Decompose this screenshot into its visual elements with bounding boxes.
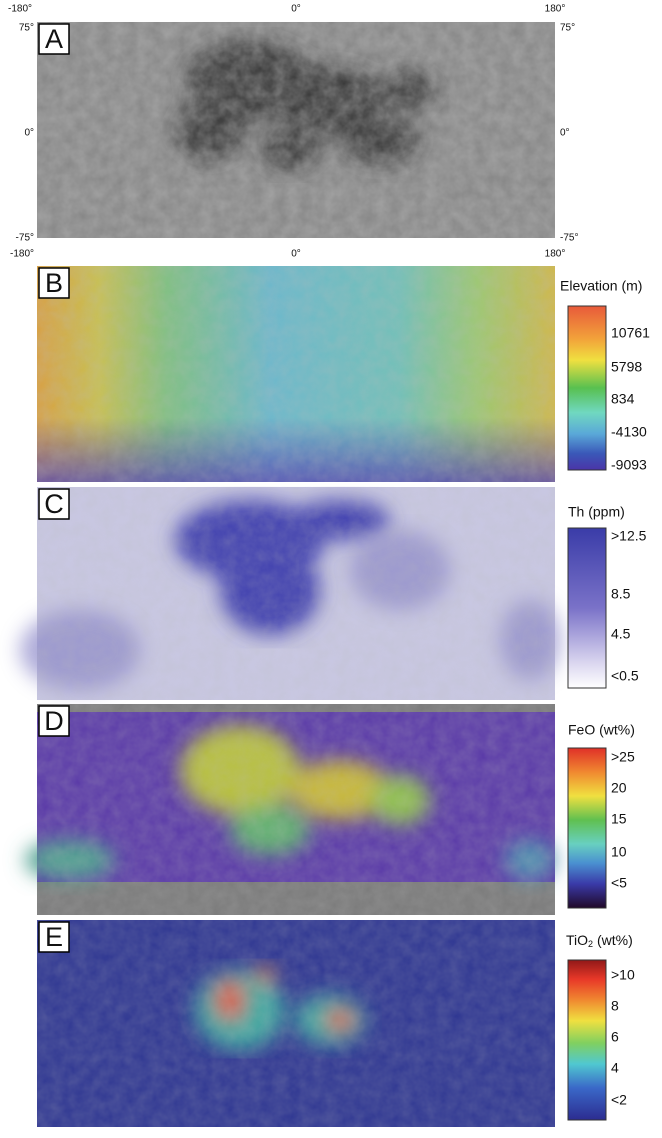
lat-label: 0° bbox=[560, 128, 570, 139]
panel-d-map bbox=[25, 704, 555, 915]
panel-letter: C bbox=[44, 489, 64, 519]
panel-letter: E bbox=[45, 922, 63, 952]
legend-label: 15 bbox=[611, 811, 627, 827]
legend-label: 6 bbox=[611, 1029, 619, 1045]
legend-label: >10 bbox=[611, 967, 635, 983]
panel-c-map bbox=[20, 487, 560, 700]
legend-title: TiO2 (wt%) bbox=[566, 932, 633, 950]
colorbar bbox=[567, 305, 607, 471]
legend-label: <0.5 bbox=[611, 668, 639, 684]
letter-box bbox=[38, 488, 70, 520]
legend-label: 10 bbox=[611, 844, 627, 860]
panel-e-map bbox=[37, 920, 555, 1127]
colorbar bbox=[567, 747, 607, 909]
legend-label: 8 bbox=[611, 998, 619, 1014]
legend-label: <2 bbox=[611, 1092, 627, 1108]
letter-box bbox=[38, 23, 70, 55]
lon-label: 180° bbox=[545, 249, 566, 260]
legend-title-main: TiO bbox=[566, 932, 588, 948]
letter-box bbox=[38, 705, 70, 737]
legend-label: 20 bbox=[611, 780, 627, 796]
legend-label: -4130 bbox=[611, 424, 647, 440]
legend-label: 8.5 bbox=[611, 586, 631, 602]
lat-label: 75° bbox=[560, 23, 575, 34]
legend-label: 4 bbox=[611, 1060, 619, 1076]
legend-title-sub: 2 bbox=[588, 939, 593, 949]
lon-label: 0° bbox=[291, 249, 301, 260]
panel-letter: D bbox=[44, 706, 64, 736]
legend-label: 10761 bbox=[611, 325, 650, 341]
lat-label: -75° bbox=[560, 233, 578, 244]
panel-letter: A bbox=[45, 24, 63, 54]
lon-label: -180° bbox=[8, 4, 32, 15]
lat-label: 0° bbox=[24, 128, 34, 139]
legend-label: 5798 bbox=[611, 359, 642, 375]
lon-label: 0° bbox=[291, 4, 301, 15]
legend-title: Elevation (m) bbox=[560, 278, 642, 294]
panel-letter: B bbox=[45, 268, 63, 298]
legend-title: FeO (wt%) bbox=[568, 722, 635, 738]
legend-label: 4.5 bbox=[611, 626, 631, 642]
colorbar bbox=[567, 527, 607, 689]
letter-box bbox=[38, 921, 70, 953]
legend-label: -9093 bbox=[611, 457, 647, 473]
panel-b-map bbox=[37, 266, 555, 482]
lat-label: -75° bbox=[16, 233, 34, 244]
letter-box bbox=[38, 267, 70, 299]
legend-label: <5 bbox=[611, 875, 627, 891]
panel-a-map bbox=[37, 22, 555, 238]
legend-label: >25 bbox=[611, 749, 635, 765]
colorbar bbox=[567, 959, 607, 1121]
legend-label: 834 bbox=[611, 391, 635, 407]
legend-title: Th (ppm) bbox=[568, 504, 625, 520]
legend-title-unit: (wt%) bbox=[593, 932, 633, 948]
lon-label: -180° bbox=[10, 249, 34, 260]
legend-label: >12.5 bbox=[611, 528, 647, 544]
lon-label: 180° bbox=[545, 4, 566, 15]
lat-label: 75° bbox=[19, 23, 34, 34]
